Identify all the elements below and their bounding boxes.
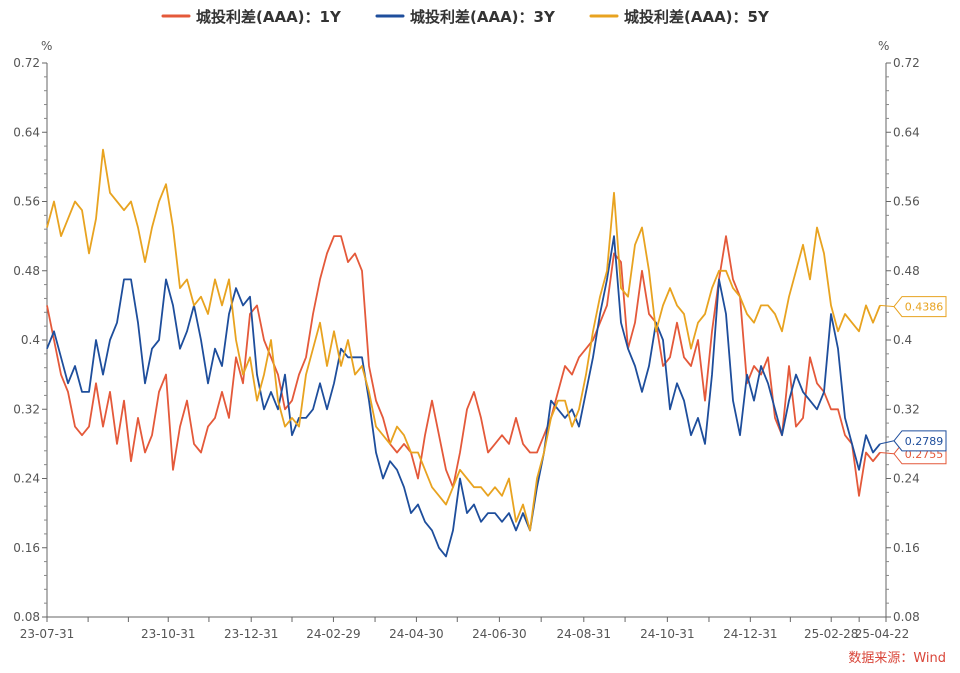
end-label-connector xyxy=(879,452,895,455)
legend-item-3[interactable]: 城投利差(AAA)：5Y xyxy=(589,8,770,26)
y-tick-label-left: 0.64 xyxy=(13,125,40,139)
end-label-connector xyxy=(879,440,895,445)
legend-label: 城投利差(AAA)：1Y xyxy=(196,8,342,26)
legend-label: 城投利差(AAA)：5Y xyxy=(624,8,770,26)
x-tick-label: 24-10-31 xyxy=(640,627,694,641)
x-tick-label: 24-04-30 xyxy=(389,627,443,641)
series-layer xyxy=(46,148,881,558)
x-tick-label: 23-12-31 xyxy=(224,627,278,641)
y-tick-label-right: 0.48 xyxy=(893,264,920,278)
x-tick-label: 24-08-31 xyxy=(557,627,611,641)
x-tick-label: 23-07-31 xyxy=(20,627,74,641)
chart-legend[interactable]: 城投利差(AAA)：1Y 城投利差(AAA)：3Y 城投利差(AAA)：5Y xyxy=(161,8,770,26)
y-tick-label-left: 0.4 xyxy=(21,333,40,347)
y-tick-label-right: 0.16 xyxy=(893,541,920,555)
legend-item-1[interactable]: 城投利差(AAA)：1Y xyxy=(161,8,342,26)
end-label-2: 0.2789 xyxy=(879,430,947,452)
y-tick-label-left: 0.24 xyxy=(13,472,40,486)
series-line-2[interactable] xyxy=(46,235,881,558)
end-label-box xyxy=(893,296,947,318)
y-tick-label-right: 0.56 xyxy=(893,195,920,209)
end-label-3: 0.4386 xyxy=(879,296,947,318)
y-tick-label-left: 0.08 xyxy=(13,610,40,624)
chart-axes: 0.08 0.08 0.16 0.16 0.24 0.24 0.32 0.32 0.4 0.4 0.… xyxy=(13,56,919,641)
y-tick-label-right: 0.08 xyxy=(893,610,920,624)
y-tick-label-left: 0.72 xyxy=(13,56,40,70)
x-tick-label: 23-10-31 xyxy=(141,627,195,641)
y-tick-label-left: 0.32 xyxy=(13,402,40,416)
end-label-value: 0.2789 xyxy=(905,435,944,448)
x-tick-label: 25-02-28 xyxy=(804,627,858,641)
y-tick-label-right: 0.4 xyxy=(893,333,912,347)
y-tick-label-right: 0.32 xyxy=(893,402,920,416)
y-tick-label-left: 0.48 xyxy=(13,264,40,278)
y-axis-unit-right: % xyxy=(878,39,889,53)
end-label-connector xyxy=(879,304,895,308)
end-label-value: 0.4386 xyxy=(905,301,944,314)
y-axis-unit-left: % xyxy=(41,39,52,53)
y-tick-label-right: 0.72 xyxy=(893,56,920,70)
y-tick-label-left: 0.56 xyxy=(13,195,40,209)
series-line-3[interactable] xyxy=(46,148,881,532)
data-source-note: 数据来源：Wind xyxy=(848,651,946,666)
y-tick-label-right: 0.24 xyxy=(893,472,920,486)
legend-item-2[interactable]: 城投利差(AAA)：3Y xyxy=(375,8,556,26)
x-tick-label: 24-12-31 xyxy=(723,627,777,641)
x-tick-label: 24-06-30 xyxy=(472,627,526,641)
legend-label: 城投利差(AAA)：3Y xyxy=(410,8,556,26)
x-tick-label: 25-04-22 xyxy=(855,627,909,641)
x-tick-label: 24-02-29 xyxy=(306,627,360,641)
end-label-box xyxy=(893,430,947,452)
series-line-1[interactable] xyxy=(46,235,881,497)
y-tick-label-left: 0.16 xyxy=(13,541,40,555)
y-tick-label-right: 0.64 xyxy=(893,125,920,139)
